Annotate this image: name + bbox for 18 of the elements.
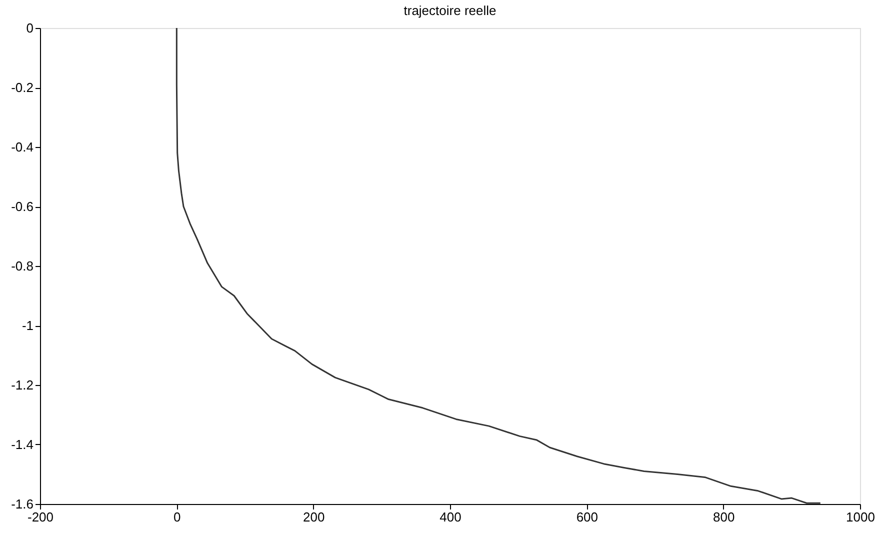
y-tick-label: -0.8 <box>11 258 34 274</box>
y-tick-label: -1.2 <box>11 378 34 392</box>
y-tick-label: -0.4 <box>11 140 34 154</box>
y-tick-label: -1.6 <box>11 496 34 512</box>
x-tick-label: 800 <box>712 510 735 524</box>
y-tick-label: -0.2 <box>11 80 34 95</box>
x-tick-label: 200 <box>302 510 325 524</box>
x-tick-label: 0 <box>174 510 181 524</box>
x-tick-label: 400 <box>440 510 462 524</box>
chart-title: trajectoire reelle <box>404 3 496 18</box>
x-tick-label: -200 <box>27 510 54 524</box>
line-series <box>176 27 822 504</box>
y-tick-label: 0 <box>26 20 34 36</box>
x-tick-label: 600 <box>576 510 598 524</box>
y-tick-label: -1 <box>22 318 34 333</box>
y-tick-label: -1.4 <box>11 437 34 452</box>
x-tick-label: 1000 <box>846 510 875 524</box>
y-tick-label: -0.6 <box>11 199 34 214</box>
